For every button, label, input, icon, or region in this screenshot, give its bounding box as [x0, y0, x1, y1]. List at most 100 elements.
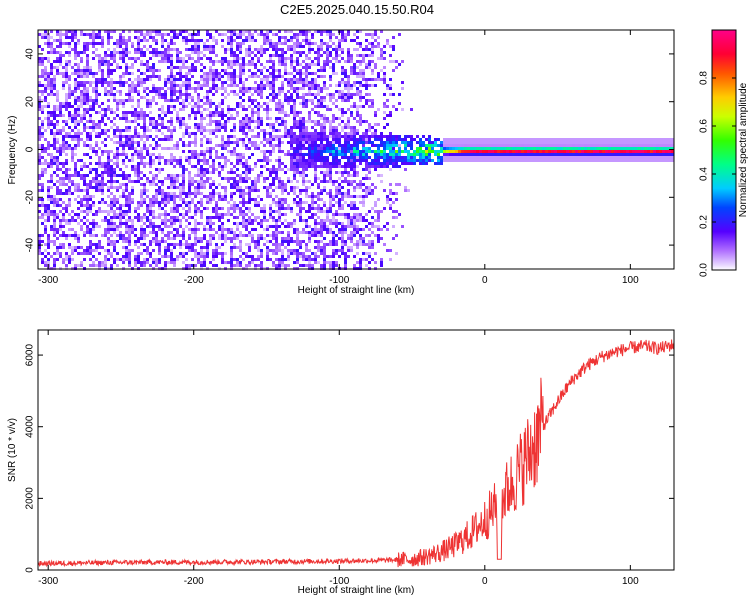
heat-cell: [125, 42, 128, 45]
heat-cell: [323, 246, 326, 249]
heat-cell: [266, 132, 269, 135]
heat-cell: [338, 153, 341, 156]
heat-cell: [314, 246, 317, 249]
heat-cell: [308, 156, 311, 159]
heat-cell: [275, 51, 278, 54]
heat-cell: [323, 171, 326, 174]
heat-cell: [98, 243, 101, 246]
heat-cell: [164, 162, 167, 165]
heat-cell: [152, 228, 155, 231]
heat-cell: [248, 90, 251, 93]
heat-cell: [329, 33, 332, 36]
heat-cell: [50, 120, 53, 123]
heat-cell: [314, 78, 317, 81]
heat-cell: [368, 165, 371, 168]
heat-cell: [308, 237, 311, 240]
heat-cell: [206, 147, 209, 150]
heat-cell: [335, 156, 338, 159]
heat-cell: [209, 102, 212, 105]
heat-cell: [302, 252, 305, 255]
heat-cell: [290, 156, 293, 159]
heat-cell: [194, 141, 197, 144]
heat-cell: [173, 90, 176, 93]
heat-cell: [200, 144, 203, 147]
heat-cell: [305, 147, 308, 150]
heat-cell: [56, 159, 59, 162]
heat-cell: [122, 183, 125, 186]
heat-cell: [41, 258, 44, 261]
heat-cell: [44, 75, 47, 78]
heat-cell: [215, 69, 218, 72]
heat-cell: [236, 63, 239, 66]
heat-cell: [113, 231, 116, 234]
heat-cell: [56, 216, 59, 219]
heat-cell: [314, 30, 317, 33]
heat-cell: [329, 189, 332, 192]
heat-cell: [59, 57, 62, 60]
heat-cell: [191, 165, 194, 168]
heat-cell: [293, 192, 296, 195]
heat-cell: [356, 87, 359, 90]
heat-cell: [278, 141, 281, 144]
heat-cell: [95, 213, 98, 216]
heat-cell: [167, 159, 170, 162]
heat-cell: [239, 180, 242, 183]
heat-cell: [323, 258, 326, 261]
heat-cell: [86, 96, 89, 99]
heat-cell: [146, 99, 149, 102]
heat-cell: [209, 33, 212, 36]
heat-cell: [338, 207, 341, 210]
heat-cell: [98, 105, 101, 108]
heat-cell: [206, 222, 209, 225]
heat-cell: [233, 63, 236, 66]
heat-cell: [128, 204, 131, 207]
heat-cell: [311, 201, 314, 204]
heat-cell: [77, 237, 80, 240]
heat-cell: [80, 30, 83, 33]
heat-cell: [74, 237, 77, 240]
heat-cell: [224, 213, 227, 216]
heat-cell: [296, 42, 299, 45]
heat-cell: [206, 84, 209, 87]
heat-cell: [206, 219, 209, 222]
heat-cell: [347, 51, 350, 54]
heat-cell: [281, 222, 284, 225]
heat-cell: [293, 123, 296, 126]
heat-cell: [359, 81, 362, 84]
heat-cell: [65, 108, 68, 111]
heat-cell: [230, 246, 233, 249]
heat-cell: [191, 45, 194, 48]
heat-cell: [128, 210, 131, 213]
heat-cell: [230, 258, 233, 261]
heat-cell: [200, 264, 203, 267]
heat-cell: [149, 210, 152, 213]
heat-cell: [71, 156, 74, 159]
heat-cell: [302, 33, 305, 36]
heat-cell: [281, 57, 284, 60]
heat-cell: [239, 174, 242, 177]
heat-cell: [47, 246, 50, 249]
heat-cell: [368, 156, 371, 159]
heat-cell: [158, 204, 161, 207]
heat-cell: [284, 126, 287, 129]
heat-cell: [182, 63, 185, 66]
heat-cell: [113, 87, 116, 90]
heat-cell: [356, 252, 359, 255]
heat-cell: [317, 231, 320, 234]
heat-cell: [194, 126, 197, 129]
heat-cell: [143, 228, 146, 231]
heat-cell: [212, 264, 215, 267]
heat-cell: [104, 123, 107, 126]
heat-cell: [332, 72, 335, 75]
heat-cell: [272, 234, 275, 237]
heat-cell: [248, 129, 251, 132]
heat-cell: [215, 90, 218, 93]
heat-cell: [233, 216, 236, 219]
heat-cell: [101, 63, 104, 66]
heat-cell: [218, 60, 221, 63]
heat-cell: [338, 84, 341, 87]
heat-cell: [128, 36, 131, 39]
heat-cell: [89, 210, 92, 213]
heat-cell: [221, 147, 224, 150]
heat-cell: [185, 72, 188, 75]
